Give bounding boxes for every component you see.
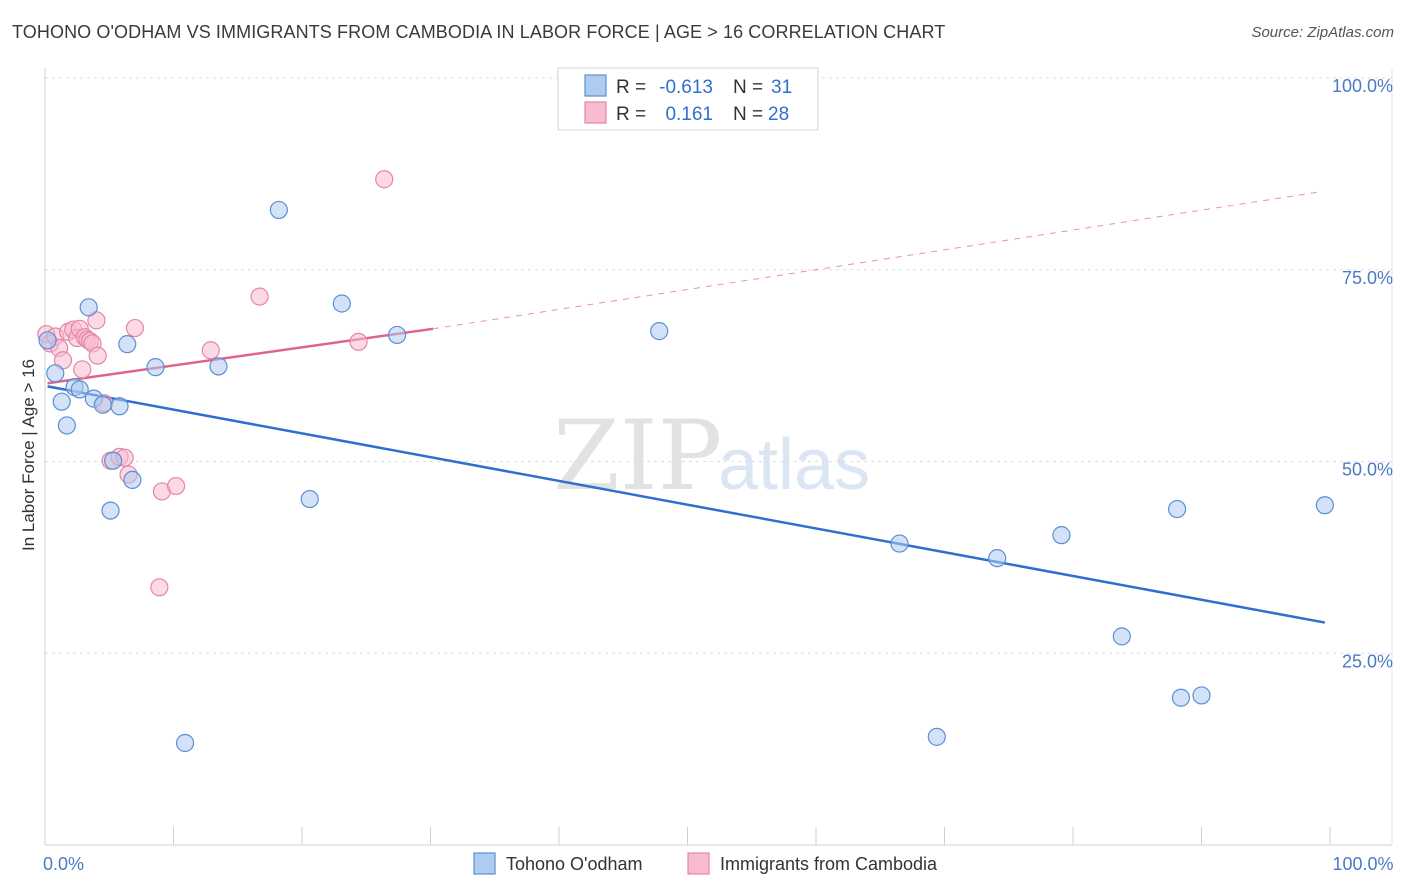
point-tohono-14	[146, 358, 165, 377]
point-tohono-19	[332, 294, 351, 313]
point-tohono-3	[57, 416, 76, 435]
watermark-zip: ZIP	[553, 400, 722, 512]
grid-lines	[45, 77, 1392, 654]
stats-n-value-pink: 28	[768, 104, 789, 125]
point-tohono-30	[1315, 496, 1334, 515]
point-tohono-29	[1192, 686, 1211, 705]
point-tohono-15	[175, 733, 195, 753]
point-tohono-12	[118, 335, 137, 354]
point-tohono-9	[101, 501, 120, 520]
y-tick-label-3: 100.0%	[1332, 76, 1393, 96]
legend-swatch-cambodia	[687, 852, 710, 875]
point-tohono-6	[79, 298, 98, 317]
point-tohono-16	[209, 357, 228, 376]
point-tohono-23	[927, 727, 946, 746]
series-cambodia-points	[37, 170, 394, 597]
chart-source: Source: ZipAtlas.com	[1251, 24, 1394, 41]
point-tohono-2	[52, 392, 71, 411]
y-tick-label-1: 50.0%	[1342, 460, 1393, 480]
legend-label-cambodia: Immigrants from Cambodia	[720, 854, 938, 874]
point-tohono-20	[387, 325, 407, 345]
x-tick-labels: 0.0% 100.0%	[43, 854, 1394, 874]
point-tohono-21	[650, 322, 669, 341]
point-tohono-10	[104, 451, 123, 470]
y-axis-title: In Labor Force | Age > 16	[19, 359, 38, 551]
point-tohono-24	[988, 549, 1007, 568]
point-tohono-0	[38, 331, 57, 350]
watermark: ZIP atlas	[553, 400, 870, 512]
axes	[44, 68, 1393, 846]
point-tohono-27	[1167, 499, 1187, 519]
point-tohono-17	[269, 200, 288, 220]
point-cambodia-27	[349, 332, 368, 351]
stats-r-label-blue: R =	[616, 77, 646, 98]
point-cambodia-15	[88, 346, 107, 365]
y-tick-label-2: 75.0%	[1342, 268, 1393, 288]
point-cambodia-22	[150, 578, 169, 597]
stats-swatch-blue	[584, 74, 607, 97]
legend-label-tohono: Tohono O'odham	[506, 854, 643, 874]
stats-n-label-pink: N =	[733, 104, 763, 125]
y-tick-labels: 25.0% 50.0% 75.0% 100.0%	[1332, 76, 1393, 671]
point-tohono-22	[890, 534, 909, 553]
point-cambodia-25	[201, 341, 220, 360]
watermark-atlas: atlas	[718, 425, 870, 505]
stats-box: R = -0.613 N = 31 R = 0.161 N = 28	[557, 67, 819, 131]
point-tohono-13	[123, 470, 142, 490]
point-cambodia-9	[73, 360, 92, 379]
x-tick-label-1: 100.0%	[1332, 854, 1393, 874]
point-tohono-18	[300, 489, 319, 509]
legend-swatch-tohono	[473, 852, 496, 875]
point-tohono-5	[70, 380, 89, 399]
y-tick-label-0: 25.0%	[1342, 651, 1393, 671]
point-cambodia-26	[250, 287, 269, 306]
stats-swatch-pink	[584, 101, 607, 124]
trend-line-0	[47, 385, 1326, 624]
trend-lines	[47, 191, 1326, 624]
point-cambodia-21	[125, 318, 145, 338]
point-cambodia-24	[166, 476, 186, 496]
point-tohono-26	[1112, 627, 1131, 646]
trend-line-1	[47, 327, 434, 385]
point-cambodia-28	[375, 170, 394, 189]
stats-n-value-blue: 31	[771, 77, 792, 98]
x-tick-label-0: 0.0%	[43, 854, 84, 874]
legend: Tohono O'odham Immigrants from Cambodia	[473, 852, 938, 875]
point-tohono-8	[93, 395, 112, 414]
stats-r-value-pink: 0.161	[665, 104, 713, 125]
point-tohono-25	[1052, 526, 1071, 545]
chart-title: TOHONO O'ODHAM VS IMMIGRANTS FROM CAMBOD…	[12, 22, 946, 42]
stats-n-label-blue: N =	[733, 77, 763, 98]
point-tohono-11	[110, 397, 129, 416]
stats-r-value-blue: -0.613	[659, 77, 713, 98]
point-tohono-1	[46, 364, 65, 383]
trend-line-extension-1	[432, 191, 1318, 330]
stats-r-label-pink: R =	[616, 104, 646, 125]
series-tohono-points	[38, 200, 1334, 753]
point-tohono-28	[1171, 688, 1191, 707]
